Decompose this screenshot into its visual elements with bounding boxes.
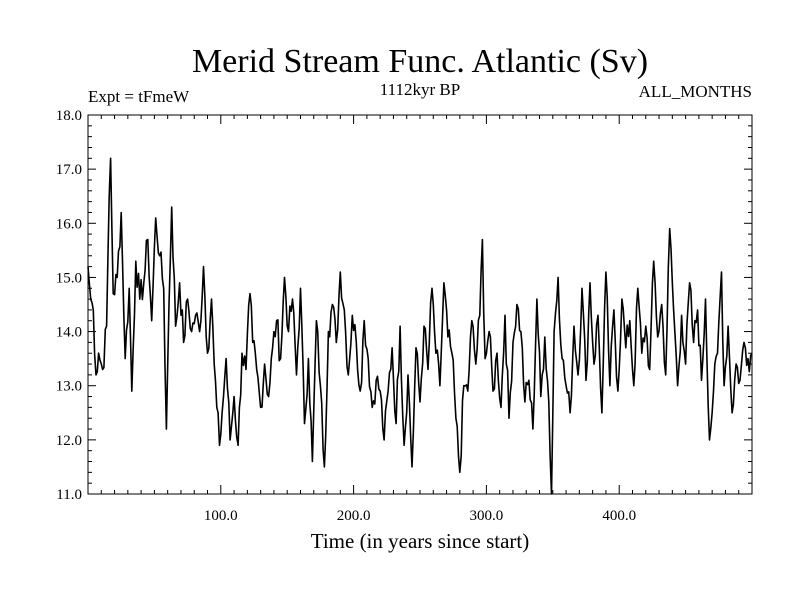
period-label: 1112kyr BP bbox=[380, 80, 460, 99]
experiment-label: Expt = tFmeW bbox=[88, 87, 190, 106]
y-axis: 11.0 12.0 13.0 14.0 15.0 16.0 17.0 18.0 bbox=[56, 108, 752, 503]
y-tick-label: 18.0 bbox=[56, 108, 82, 124]
y-tick-label: 13.0 bbox=[56, 379, 82, 395]
x-tick-label: 200.0 bbox=[337, 508, 371, 524]
y-tick-label: 12.0 bbox=[56, 433, 82, 449]
y-tick-label: 16.0 bbox=[56, 216, 82, 232]
x-axis: 100.0 200.0 300.0 400.0 bbox=[100, 115, 740, 524]
y-tick-label: 11.0 bbox=[56, 487, 82, 503]
months-label: ALL_MONTHS bbox=[639, 82, 752, 101]
y-tick-label: 14.0 bbox=[56, 325, 82, 341]
y-tick-label: 15.0 bbox=[56, 270, 82, 286]
x-axis-label: Time (in years since start) bbox=[311, 529, 530, 553]
chart-title: Merid Stream Func. Atlantic (Sv) bbox=[192, 43, 648, 80]
x-tick-label: 400.0 bbox=[602, 508, 636, 524]
x-tick-label: 300.0 bbox=[470, 508, 504, 524]
series-line bbox=[87, 157, 753, 495]
x-tick-label: 100.0 bbox=[204, 508, 238, 524]
y-tick-label: 17.0 bbox=[56, 162, 82, 178]
series-layer bbox=[87, 157, 753, 495]
